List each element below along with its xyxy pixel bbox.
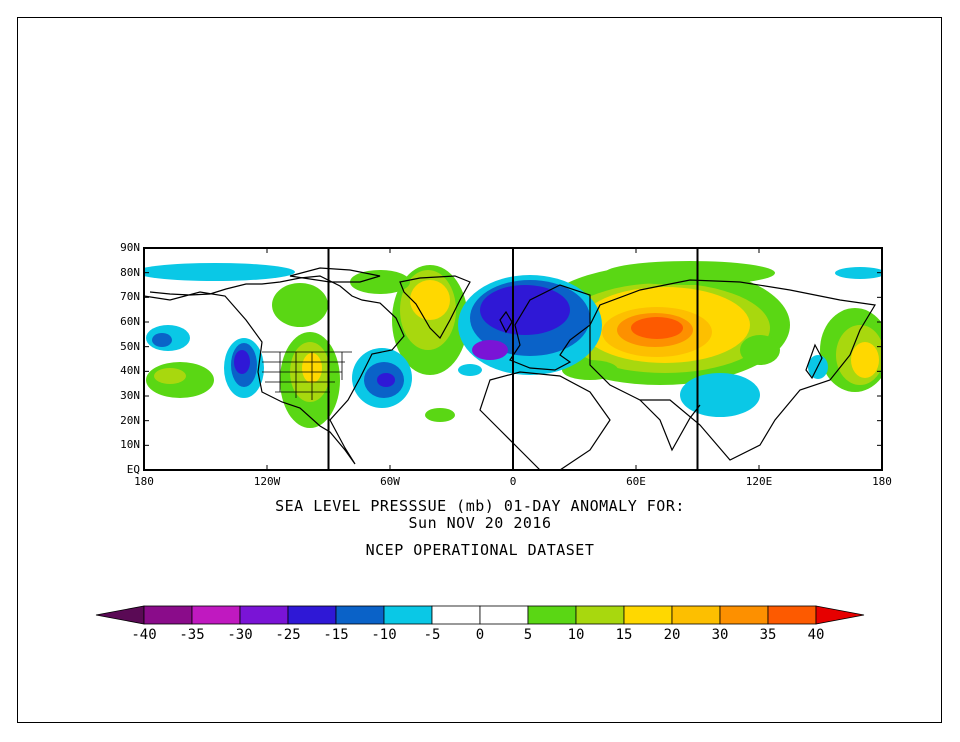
lon-tick-label: 60E	[626, 475, 646, 488]
colorbar-segment	[575, 605, 625, 625]
colorbar-segment	[143, 605, 193, 625]
coast-arctic-islands	[289, 267, 381, 283]
colorbar-segment	[671, 605, 721, 625]
colorbar-label: 0	[475, 627, 485, 643]
colorbar-label: 30	[711, 627, 729, 643]
colorbar-label: 5	[523, 627, 533, 643]
coast-africa	[479, 371, 611, 470]
colorbar-segment	[623, 605, 673, 625]
dataset-label: NCEP OPERATIONAL DATASET	[365, 541, 595, 559]
map-ticks	[143, 247, 883, 471]
lat-tick-label: 80N	[120, 265, 140, 279]
anomaly-eastcoast-darkblue	[377, 373, 395, 387]
anomaly-europe-darkblue	[480, 285, 570, 335]
anomaly-pacific-yellowgreen	[154, 368, 186, 384]
coast-north-america	[144, 275, 405, 465]
anomaly-atlantic-purple	[472, 340, 508, 360]
lat-tick-label: 20N	[120, 413, 140, 427]
colorbar-label: -25	[275, 627, 301, 643]
colorbar-label: -15	[323, 627, 349, 643]
anomaly-asia-cyan	[680, 373, 760, 417]
coast-greenland	[399, 275, 471, 339]
lat-tick-label: 50N	[120, 339, 140, 353]
colorbar-label: 20	[663, 627, 681, 643]
colorbar-segment	[191, 605, 241, 625]
colorbar-label: -5	[423, 627, 441, 643]
anomaly-atlantic-green	[425, 408, 455, 422]
anomaly-arctic-pacific-cyan	[144, 263, 295, 281]
colorbar-segment	[239, 605, 289, 625]
us-states	[262, 351, 352, 400]
coast-india	[639, 399, 701, 452]
colorbar-segment	[527, 605, 577, 625]
lon-tick-label: 60W	[380, 475, 400, 488]
anomaly-arctic-canada-green	[350, 270, 410, 294]
colorbar-label: -40	[131, 627, 157, 643]
colorbar-max-arrow	[815, 605, 865, 625]
colorbar-segment	[287, 605, 337, 625]
lat-tick-label: 40N	[120, 364, 140, 378]
colorbar-segment	[719, 605, 769, 625]
lon-tick-label: 120W	[253, 475, 281, 488]
lat-tick-label: 10N	[120, 438, 140, 452]
lat-tick-label: 30N	[120, 389, 140, 402]
colorbar-label: -10	[371, 627, 397, 643]
colorbar-segment	[383, 605, 433, 625]
lon-tick-label: 0	[509, 475, 517, 488]
colorbar-label: 40	[807, 627, 825, 643]
lat-tick-label: 60N	[120, 315, 140, 328]
title-line-2: Sun NOV 20 2016	[408, 514, 552, 532]
anomaly-aleutian-blue	[152, 333, 172, 347]
anomaly-siberia-red	[631, 317, 683, 339]
anomaly-wpacific-green	[740, 335, 780, 365]
lat-tick-label: 70N	[120, 290, 140, 304]
colorbar-label: 15	[615, 627, 633, 643]
anomaly-greenland-yellow	[410, 280, 450, 320]
anomaly-field	[144, 261, 882, 428]
colorbar-label: -30	[227, 627, 253, 643]
anomaly-westcoast-darkblue	[234, 350, 250, 374]
colorbar-segment	[431, 605, 481, 625]
anomaly-arctic-east-cyan	[835, 267, 882, 279]
lon-tick-label: 180	[872, 475, 892, 488]
positive-anomalies	[146, 261, 882, 428]
meridian-lines	[327, 248, 699, 470]
anomaly-npacific-yellow	[851, 342, 879, 378]
anomaly-canada-green	[272, 283, 328, 327]
colorbar-segment	[335, 605, 385, 625]
colorbar-label: 35	[759, 627, 777, 643]
anomaly-atl2-cyan	[458, 364, 482, 376]
title-line-1: SEA LEVEL PRESSSUE (mb) 01-DAY ANOMALY F…	[275, 497, 685, 515]
colorbar-label: -35	[179, 627, 205, 643]
coast-japan	[805, 343, 823, 380]
lat-tick-label: 90N	[120, 241, 140, 254]
lat-tick-label: EQ	[126, 463, 140, 476]
anomaly-arctic-green	[605, 261, 775, 285]
lon-tick-label: 120E	[745, 475, 773, 488]
anomaly-mideast-green	[562, 360, 618, 380]
colorbar-segment	[767, 605, 817, 625]
lon-tick-label: 180	[134, 475, 154, 488]
negative-anomalies	[144, 263, 882, 417]
colorbar-segment	[479, 605, 529, 625]
coast-asia	[589, 279, 876, 461]
plot-frame	[17, 17, 942, 723]
colorbar	[95, 605, 865, 625]
colorbar-label: 10	[567, 627, 585, 643]
colorbar-min-arrow	[95, 605, 145, 625]
